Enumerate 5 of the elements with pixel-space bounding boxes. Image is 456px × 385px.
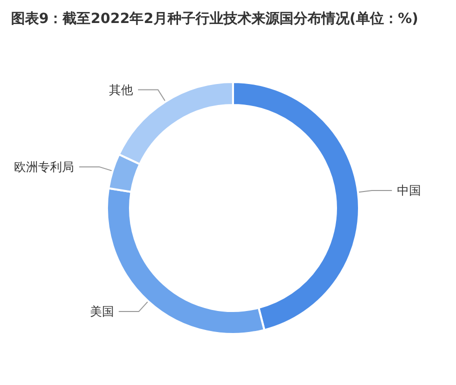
slice-label: 中国 [396,183,421,198]
slice-label: 欧洲专利局 [14,160,74,174]
slice-label: 美国 [90,304,114,319]
slice-label: 其他 [108,82,133,97]
chart-title: 图表9：截至2022年2月种子行业技术来源国分布情况(单位：%) [11,11,418,27]
